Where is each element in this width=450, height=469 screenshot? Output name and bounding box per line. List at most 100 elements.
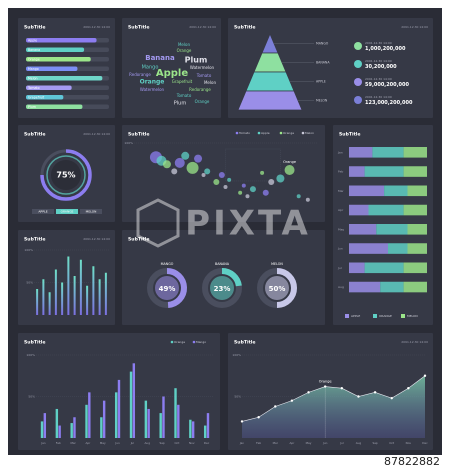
bar bbox=[159, 413, 162, 438]
ring-value bbox=[40, 149, 92, 201]
bar-segment bbox=[403, 281, 427, 293]
legend-dot bbox=[301, 131, 305, 135]
item-icon bbox=[354, 78, 362, 86]
row-label: Apr bbox=[338, 208, 344, 212]
bar-segment bbox=[403, 147, 427, 158]
x-tick-label: Sep bbox=[372, 441, 377, 445]
panel-title: SubTitle bbox=[128, 25, 149, 31]
panel: SubTitle 2091.12.30 14:00 75% APPLE ORANGE ME… bbox=[18, 125, 115, 222]
gauge-value bbox=[166, 268, 187, 308]
item-icon bbox=[354, 60, 362, 68]
item-value: 30,200,000 bbox=[365, 64, 397, 70]
legend-label: Tomato bbox=[238, 131, 250, 135]
bar-label: Grapefruit bbox=[28, 95, 45, 99]
point bbox=[423, 374, 427, 377]
bubble bbox=[260, 170, 265, 175]
legend-label: MELON bbox=[316, 99, 328, 103]
y-tick-label: 50% bbox=[26, 281, 33, 285]
bar-segment bbox=[364, 262, 404, 274]
ring-core bbox=[51, 160, 81, 190]
legend-label: MELON bbox=[407, 314, 418, 318]
x-tick-label: Apr bbox=[85, 441, 91, 445]
legend-chip bbox=[373, 314, 377, 318]
panel-subtitle: 2091.12.30 14:00 bbox=[83, 25, 110, 29]
item-value: 123,000,200,000 bbox=[365, 100, 413, 106]
bar bbox=[203, 425, 207, 438]
line bbox=[241, 375, 426, 422]
bar bbox=[42, 279, 45, 315]
bar bbox=[61, 282, 64, 315]
item-date: 2091.12.30 14:00 bbox=[365, 95, 392, 99]
bar-segment bbox=[407, 185, 427, 197]
bar-segment bbox=[388, 243, 408, 254]
panel: SubTitle 100% Tomato Apple Orange Melon Orange bbox=[122, 125, 325, 222]
legend-chip bbox=[80, 209, 102, 214]
bubble bbox=[241, 183, 246, 188]
item-date: 2091.12.30 14:00 bbox=[365, 41, 392, 45]
legend-label: BANANA bbox=[316, 61, 330, 65]
x-tick-label: Nov bbox=[406, 441, 412, 445]
bar bbox=[26, 66, 78, 71]
x-tick-label: Dec bbox=[204, 441, 210, 445]
legend-chip bbox=[32, 209, 54, 214]
word: Redorange bbox=[129, 72, 151, 77]
bar-segment bbox=[403, 166, 427, 177]
panel-subtitle: 2091.12.30 14:00 bbox=[83, 237, 110, 241]
bubble bbox=[305, 197, 310, 202]
item-icon bbox=[354, 96, 362, 104]
gauge-core bbox=[155, 276, 179, 300]
bubble bbox=[174, 157, 185, 168]
bubble bbox=[262, 189, 269, 196]
x-tick-label: Mar bbox=[70, 441, 76, 445]
bar bbox=[40, 421, 44, 438]
bar bbox=[79, 259, 82, 315]
item-icon bbox=[354, 42, 362, 50]
bar-segment bbox=[407, 224, 427, 235]
bar-segment bbox=[364, 166, 404, 177]
word: Watermelon bbox=[140, 87, 165, 92]
legend-dot bbox=[257, 131, 261, 135]
gauge-value-label: 50% bbox=[269, 285, 286, 293]
bar-segment bbox=[349, 185, 385, 197]
point bbox=[373, 391, 377, 394]
bubble bbox=[238, 190, 243, 195]
row-label: Aug bbox=[338, 285, 344, 289]
x-tick-label: May bbox=[100, 441, 106, 445]
gauge-core bbox=[210, 276, 234, 300]
panel-subtitle: 2091.12.30 14:00 bbox=[83, 132, 110, 136]
word: Plum bbox=[174, 101, 187, 107]
x-tick-label: Dec bbox=[422, 441, 428, 445]
word: Redorange bbox=[189, 87, 211, 92]
bar bbox=[26, 57, 91, 62]
word: Orange bbox=[140, 79, 165, 86]
bar bbox=[55, 408, 59, 438]
bar-segment bbox=[349, 224, 377, 235]
panel-title: SubTitle bbox=[128, 237, 149, 243]
y-tick-label: 100% bbox=[124, 141, 133, 145]
bar bbox=[26, 95, 64, 100]
panel-title: SubTitle bbox=[339, 132, 360, 138]
gauge-label: MANGO bbox=[161, 262, 174, 266]
panel-title: SubTitle bbox=[24, 132, 45, 138]
legend-dot bbox=[170, 340, 174, 344]
bar bbox=[26, 76, 103, 81]
panel: SubTitle 2091.12.30 14:00 MANGO BANANA APPLE… bbox=[228, 18, 433, 118]
bar-label: Melon bbox=[28, 76, 38, 80]
item-value: 1,000,200,000 bbox=[365, 46, 406, 52]
bubble bbox=[171, 168, 178, 175]
word: Plum bbox=[185, 56, 208, 65]
item-value: 59,000,200,000 bbox=[365, 82, 409, 88]
word: Watermelon bbox=[190, 65, 215, 70]
area bbox=[242, 375, 425, 438]
y-tick-label: 100% bbox=[24, 248, 33, 252]
pyramid-layer bbox=[237, 90, 303, 111]
legend-chip bbox=[56, 209, 78, 214]
panel: SubTitle MANGO 49% BANANA 23% MELON 50% bbox=[122, 230, 325, 325]
bar bbox=[189, 419, 192, 438]
pyramid-layer bbox=[245, 71, 295, 92]
legend-dot bbox=[192, 340, 196, 344]
item-date: 2091.12.30 14:00 bbox=[365, 59, 392, 63]
bar bbox=[92, 266, 95, 315]
bar bbox=[43, 413, 47, 438]
panel: SubTitle 50% 100% Jan Feb Mar Apr May Jun Jul Aug S… bbox=[18, 333, 220, 450]
